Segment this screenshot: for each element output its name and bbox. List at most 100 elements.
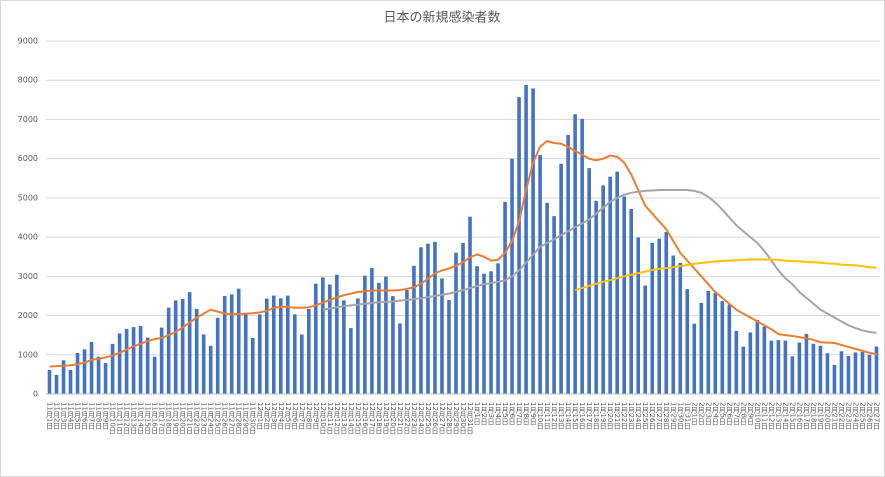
bar: [790, 356, 795, 394]
bar: [650, 242, 655, 394]
x-tick-label: 11月30日: [249, 402, 257, 435]
x-tick-label: 2月12日: [767, 402, 775, 431]
bar: [229, 294, 234, 394]
bar: [636, 237, 641, 394]
y-tick-label: 9000: [18, 37, 38, 46]
x-tick-label: 2月24日: [851, 402, 859, 431]
x-tick-label: 1月8日: [522, 402, 530, 426]
x-tick-label: 12月16日: [361, 402, 369, 435]
y-tick-label: 7000: [18, 115, 38, 124]
x-tick-label: 11月18日: [165, 402, 173, 435]
x-tick-label: 11月15日: [144, 402, 152, 435]
bar: [257, 314, 262, 394]
x-tick-label: 1月21日: [613, 402, 621, 431]
bar: [482, 273, 486, 394]
bar: [741, 346, 746, 394]
x-tick-label: 1月28日: [662, 402, 670, 431]
y-tick-label: 6000: [18, 154, 38, 163]
bar: [874, 346, 879, 394]
x-tick-label: 11月7日: [88, 402, 96, 431]
bar: [587, 168, 591, 394]
x-tick-label: 11月25日: [214, 402, 222, 435]
x-tick-label: 11月11日: [116, 402, 124, 435]
line: [574, 258, 877, 292]
bar: [811, 343, 816, 394]
x-tick-label: 12月15日: [354, 402, 362, 435]
bar: [96, 356, 101, 394]
x-tick-label: 2月25日: [858, 402, 866, 431]
bar: [545, 202, 549, 394]
y-tick-label: 3000: [18, 272, 38, 281]
bar: [713, 292, 718, 394]
x-tick-label: 1月31日: [683, 402, 691, 431]
x-tick-label: 12月26日: [431, 402, 439, 435]
bar: [61, 360, 66, 394]
bar: [727, 304, 732, 394]
bar: [54, 374, 59, 394]
bar: [755, 320, 760, 394]
x-tick-label: 2月10日: [753, 402, 761, 431]
bar: [356, 298, 360, 394]
x-tick-label: 12月5日: [284, 402, 292, 431]
bar: [307, 308, 311, 394]
bar: [208, 345, 213, 394]
bar: [594, 200, 598, 394]
x-tick-label: 11月28日: [235, 402, 243, 435]
x-tick-label: 12月3日: [270, 402, 278, 431]
bar: [349, 328, 353, 394]
x-tick-label: 12月7日: [298, 402, 306, 431]
bar: [138, 325, 143, 394]
x-tick-label: 11月21日: [186, 402, 194, 435]
bar: [159, 327, 164, 394]
x-tick-label: 2月2日: [697, 402, 705, 426]
bar: [201, 334, 206, 394]
x-tick-label: 12月23日: [410, 402, 418, 435]
line: [49, 139, 877, 368]
bar: [110, 343, 115, 394]
x-tick-label: 11月3日: [60, 402, 68, 431]
line: [322, 189, 877, 334]
x-tick-label: 11月4日: [67, 402, 75, 431]
bar: [657, 238, 662, 394]
x-tick-label: 2月19日: [816, 402, 824, 431]
x-tick-label: 11月24日: [207, 402, 215, 435]
x-tick-label: 2月5日: [718, 402, 726, 426]
x-tick-label: 12月6日: [291, 402, 299, 431]
bar: [271, 295, 276, 394]
y-tick-label: 8000: [18, 76, 38, 85]
x-tick-label: 11月13日: [130, 402, 138, 435]
bar: [860, 352, 865, 394]
bar: [769, 340, 774, 394]
bar: [783, 340, 788, 394]
bar: [152, 356, 157, 394]
bar: [559, 163, 563, 394]
y-tick-label: 1000: [18, 350, 38, 359]
bar: [405, 290, 409, 394]
x-tick-label: 1月13日: [557, 402, 565, 431]
x-tick-label: 1月20日: [606, 402, 614, 431]
bar: [278, 298, 283, 394]
x-tick-label: 1月3日: [487, 402, 495, 426]
bar: [748, 332, 753, 394]
x-tick-label: 1月10日: [536, 402, 544, 431]
x-tick-label: 1月29日: [669, 402, 677, 431]
x-tick-label: 1月16日: [578, 402, 586, 431]
x-tick-label: 1月30日: [676, 402, 684, 431]
bar: [335, 274, 339, 394]
x-tick-label: 11月19日: [172, 402, 180, 435]
x-tick-label: 1月11日: [543, 402, 551, 431]
bar: [384, 276, 388, 394]
y-tick-label: 5000: [18, 193, 38, 202]
bar: [720, 301, 725, 394]
x-tick-label: 12月13日: [340, 402, 348, 435]
x-tick-label: 12月4日: [277, 402, 285, 431]
bar: [671, 255, 676, 394]
bar: [166, 307, 171, 394]
bar: [236, 288, 241, 394]
bar: [363, 275, 367, 394]
bar: [762, 326, 767, 394]
x-tick-label: 2月17日: [802, 402, 810, 431]
bar: [608, 176, 612, 394]
bar: [103, 363, 108, 394]
x-tick-label: 2月4日: [711, 402, 719, 426]
